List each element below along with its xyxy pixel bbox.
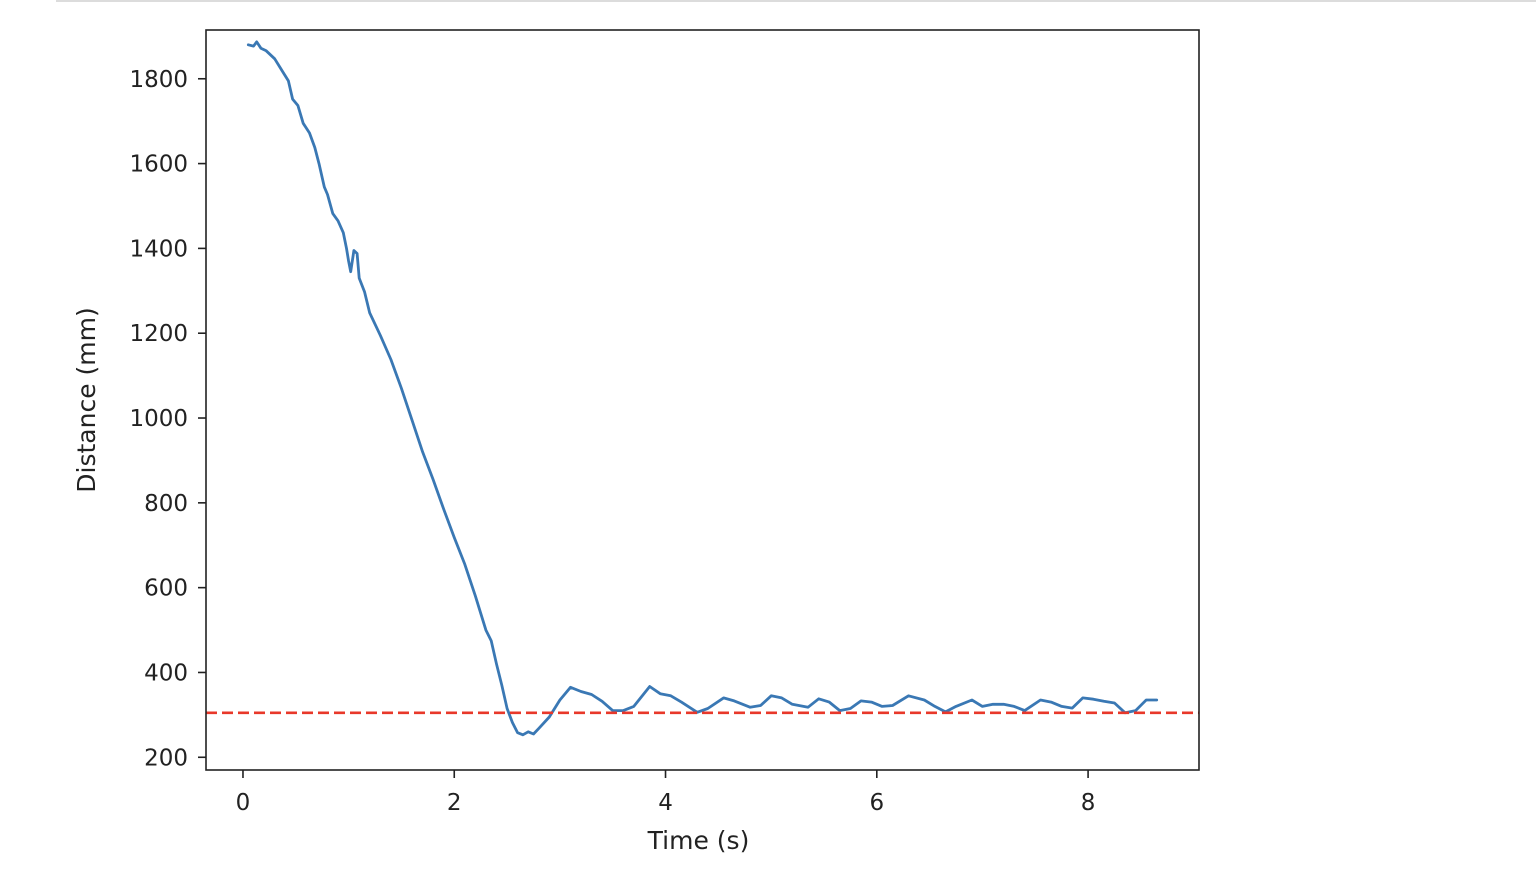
y-tick-label: 1400 <box>129 236 188 262</box>
x-tick-label: 8 <box>1081 790 1096 816</box>
x-tick-label: 6 <box>869 790 884 816</box>
y-axis: 200 400 600 800 1000 1200 1400 1600 1800 <box>129 67 206 771</box>
y-tick-label: 1600 <box>129 152 188 178</box>
y-tick-label: 1200 <box>129 321 188 347</box>
axes-frame <box>205 29 1200 771</box>
plot-area <box>206 40 1199 737</box>
x-tick-label: 0 <box>236 790 251 816</box>
x-tick-label: 4 <box>658 790 673 816</box>
x-axis-label: Time (s) <box>647 826 750 855</box>
y-tick-label: 1800 <box>129 67 188 93</box>
distance-series-line <box>246 40 1159 737</box>
x-tick-label: 2 <box>447 790 462 816</box>
y-tick-label: 600 <box>144 576 188 602</box>
y-tick-label: 1000 <box>129 406 188 432</box>
y-tick-label: 400 <box>144 660 188 686</box>
x-axis: 0 2 4 6 8 <box>236 770 1096 816</box>
y-axis-label: Distance (mm) <box>72 307 101 492</box>
y-tick-label: 800 <box>144 491 188 517</box>
y-tick-label: 200 <box>144 745 188 771</box>
